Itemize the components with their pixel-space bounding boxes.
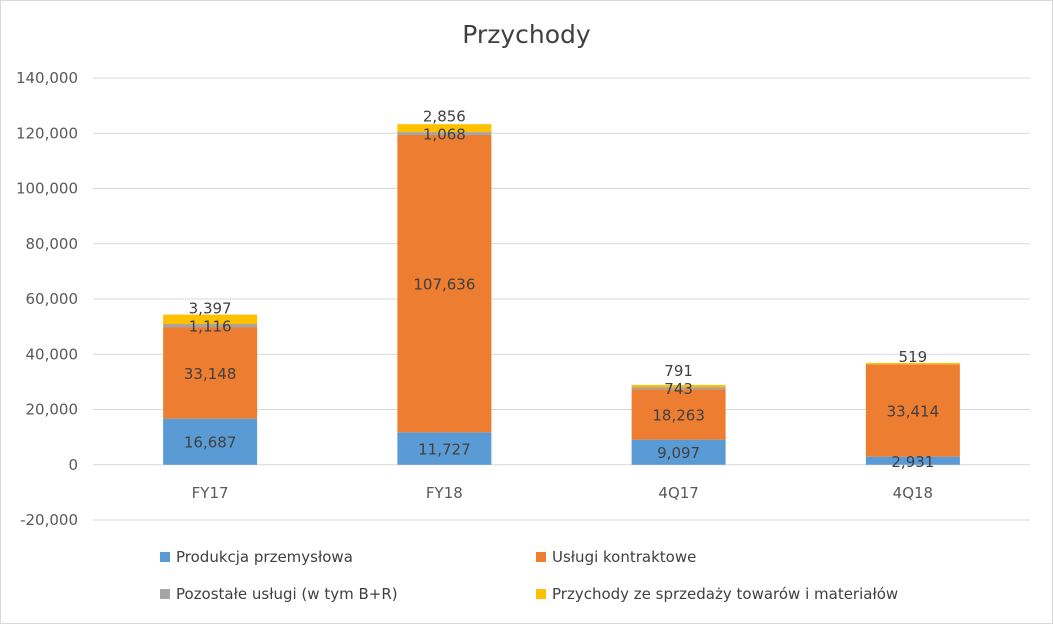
data-label: 519 [899, 348, 928, 366]
legend-label: Przychody ze sprzedaży towarów i materia… [552, 585, 899, 603]
data-label: 3,397 [189, 300, 232, 318]
bar-segment [865, 456, 960, 465]
data-label: 33,148 [184, 365, 237, 383]
chart-title: Przychody [462, 20, 591, 49]
bar-segment [163, 314, 258, 324]
y-tick-label: -20,000 [20, 511, 78, 529]
bars [163, 124, 960, 465]
y-tick-label: 60,000 [26, 290, 79, 308]
y-tick-label: 0 [68, 456, 78, 474]
y-tick-label: 140,000 [16, 69, 78, 87]
legend-item-produkcja: Produkcja przemysłowa [160, 548, 353, 566]
bar-segment [163, 418, 258, 465]
data-label: 9,097 [657, 444, 700, 462]
bar-segment [397, 135, 492, 433]
y-tick-label: 40,000 [26, 345, 79, 363]
data-label: 16,687 [184, 434, 237, 452]
bar-segment [865, 362, 960, 365]
bar-segment [163, 327, 258, 419]
data-label: 1,116 [189, 318, 232, 336]
y-tick-label: 120,000 [16, 124, 78, 142]
legend-item-pozostale: Pozostałe usługi (w tym B+R) [160, 585, 398, 603]
x-tick-label: FY18 [426, 484, 463, 502]
bar-segment [631, 387, 726, 390]
legend-label: Pozostałe usługi (w tym B+R) [176, 585, 398, 603]
x-tick-label: 4Q18 [893, 484, 933, 502]
data-label: 791 [664, 362, 693, 380]
x-axis-ticks: FY17 FY18 4Q17 4Q18 [192, 484, 933, 502]
legend-swatch [536, 589, 546, 599]
y-tick-label: 100,000 [16, 180, 78, 198]
legend-item-uslugi: Usługi kontraktowe [536, 548, 696, 566]
legend: Produkcja przemysłowa Usługi kontraktowe… [160, 548, 960, 608]
data-label: 743 [664, 380, 693, 398]
data-label: 2,931 [891, 453, 934, 471]
bar-segment [163, 323, 258, 328]
data-label: 18,263 [652, 406, 705, 424]
bar-segment [397, 132, 492, 136]
legend-swatch [536, 552, 546, 562]
data-label: 1,068 [423, 126, 466, 144]
legend-item-towary: Przychody ze sprzedaży towarów i materia… [536, 585, 898, 603]
legend-swatch [160, 552, 170, 562]
data-label: 33,414 [887, 403, 940, 421]
bar-segment [397, 432, 492, 465]
bar-segment [631, 439, 726, 465]
bar-segment [397, 124, 492, 133]
legend-label: Usługi kontraktowe [552, 548, 697, 566]
bar-segment [631, 389, 726, 440]
data-label: 11,727 [418, 441, 471, 459]
x-tick-label: 4Q17 [658, 484, 698, 502]
bar-segment [631, 384, 726, 388]
y-tick-label: 80,000 [26, 235, 79, 253]
data-label: 2,856 [423, 108, 466, 126]
y-axis-ticks: -20,000 0 20,000 40,000 60,000 80,000 100,000 1… [16, 69, 78, 529]
legend-label: Produkcja przemysłowa [176, 548, 353, 566]
legend-swatch [160, 589, 170, 599]
bar-segment [865, 364, 960, 457]
x-tick-label: FY17 [192, 484, 229, 502]
data-label: 107,636 [413, 276, 475, 294]
y-tick-label: 20,000 [26, 401, 79, 419]
